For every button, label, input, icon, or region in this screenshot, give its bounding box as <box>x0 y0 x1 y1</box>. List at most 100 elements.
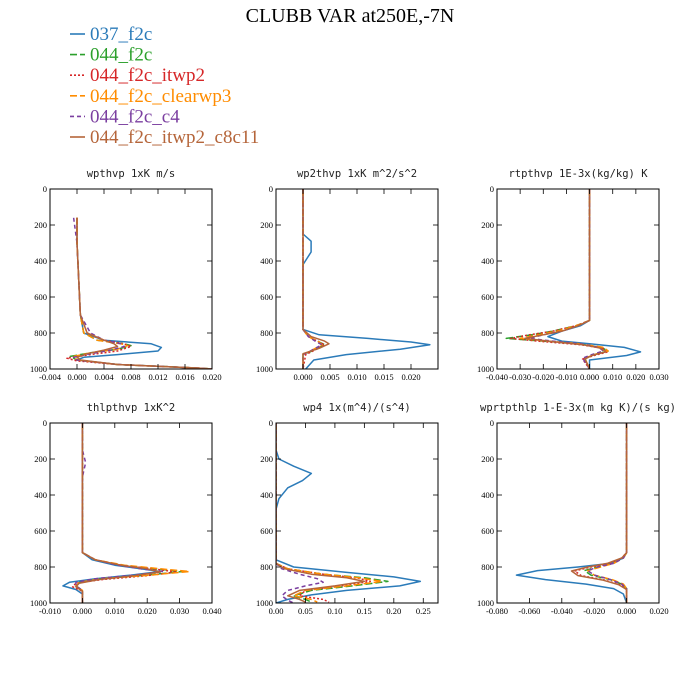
panel-6: wprtpthlp 1-E-3x(m kg K)/(s kg) -0.080 -0.… <box>477 402 676 616</box>
y-tick-label: 1000 <box>256 598 273 608</box>
x-tick-label: -0.020 <box>583 606 605 616</box>
x-tick-label: 0.000 <box>617 606 636 616</box>
x-tick-label: 0.008 <box>121 372 140 382</box>
series-line-037_f2c <box>276 423 422 603</box>
y-tick-label: 0 <box>269 418 273 428</box>
x-tick-label: 0.10 <box>327 606 342 616</box>
y-tick-label: 400 <box>481 256 494 266</box>
x-tick-label: 0.010 <box>603 372 622 382</box>
x-tick-label: 0.000 <box>580 372 599 382</box>
y-tick-label: 400 <box>34 256 47 266</box>
y-tick-label: 200 <box>481 454 494 464</box>
y-tick-label: 800 <box>481 562 494 572</box>
series-group <box>66 217 212 369</box>
x-tick-label: -0.010 <box>39 606 61 616</box>
x-tick-label: 0.012 <box>148 372 167 382</box>
legend-entry: 044_f2c_itwp2 <box>90 65 205 86</box>
x-tick-label: 0.15 <box>357 606 372 616</box>
series-line-044_f2c_clearwp3 <box>302 189 323 369</box>
x-tick-label: -0.010 <box>555 372 577 382</box>
series-line-044_f2c_clearwp3 <box>586 423 628 603</box>
panel-title: wpthvp 1xK m/s <box>87 168 176 180</box>
series-line-037_f2c <box>515 423 628 603</box>
y-tick-label: 1000 <box>256 364 273 374</box>
series-group <box>302 189 431 369</box>
panel-title: wp4 1x(m^4)/(s^4) <box>303 402 410 414</box>
plot-frame <box>49 422 213 604</box>
x-tick-label: 0.010 <box>347 372 366 382</box>
y-tick-label: 400 <box>260 490 273 500</box>
series-line-044_f2c_itwp2 <box>302 189 326 369</box>
y-tick-label: 0 <box>43 418 47 428</box>
y-tick-label: 800 <box>34 562 47 572</box>
y-tick-label: 600 <box>260 292 273 302</box>
x-tick-label: 0.020 <box>138 606 157 616</box>
y-tick-label: 200 <box>34 454 47 464</box>
series-line-044_f2c_itwp2_c8c11 <box>76 217 212 369</box>
x-tick-label: 0.000 <box>67 372 86 382</box>
plot-frame <box>496 422 660 604</box>
y-tick-label: 600 <box>34 526 47 536</box>
panel-5: wp4 1x(m^4)/(s^4) 0.00 0.05 0.10 0.15 0.20 0.2… <box>256 402 439 616</box>
y-tick-label: 400 <box>260 256 273 266</box>
series-group <box>62 423 191 603</box>
x-tick-label: 0.030 <box>649 372 668 382</box>
series-line-044_f2c_c4 <box>72 217 212 369</box>
x-tick-label: -0.030 <box>509 372 531 382</box>
x-tick-label: 0.016 <box>175 372 194 382</box>
y-tick-label: 600 <box>34 292 47 302</box>
x-tick-label: 0.000 <box>73 606 92 616</box>
series-line-044_f2c_clearwp3 <box>276 423 383 603</box>
series-line-044_f2c <box>69 217 212 369</box>
x-tick-label: 0.020 <box>626 372 645 382</box>
panel-title: wprtpthlp 1-E-3x(m kg K)/(s kg) <box>480 402 676 414</box>
series-line-044_f2c <box>583 423 628 603</box>
figure-title: CLUBB VAR at250E,-7N <box>246 5 455 27</box>
y-tick-label: 200 <box>260 220 273 230</box>
y-tick-label: 600 <box>481 526 494 536</box>
legend-entry: 044_f2c <box>90 45 152 66</box>
y-tick-label: 1000 <box>30 598 47 608</box>
y-tick-label: 1000 <box>477 364 494 374</box>
panel-title: rtpthvp 1E-3x(kg/kg) K <box>508 168 648 180</box>
series-line-037_f2c <box>547 189 642 369</box>
series-line-044_f2c_itwp2_c8c11 <box>302 189 330 369</box>
panel-3: rtpthvp 1E-3x(kg/kg) K -0.040 -0.030 -0.020… <box>477 168 669 382</box>
legend-entry: 044_f2c_clearwp3 <box>90 86 231 107</box>
x-tick-label: 0.25 <box>416 606 431 616</box>
x-tick-label: 0.020 <box>202 372 221 382</box>
y-tick-label: 0 <box>490 184 494 194</box>
x-tick-label: -0.080 <box>486 606 508 616</box>
plot-frame <box>275 422 439 604</box>
y-tick-label: 1000 <box>477 598 494 608</box>
x-tick-label: 0.030 <box>170 606 189 616</box>
legend-entry: 044_f2c_c4 <box>90 106 180 127</box>
y-tick-label: 800 <box>481 328 494 338</box>
series-line-044_f2c_itwp2 <box>66 217 212 369</box>
x-tick-label: 0.020 <box>649 606 668 616</box>
legend-entry: 037_f2c <box>90 24 152 45</box>
x-tick-label: 0.05 <box>298 606 313 616</box>
x-tick-label: 0.004 <box>94 372 114 382</box>
x-tick-label: 0.20 <box>386 606 401 616</box>
x-tick-label: 0.010 <box>105 606 124 616</box>
y-tick-label: 800 <box>260 328 273 338</box>
y-tick-label: 800 <box>34 328 47 338</box>
series-group <box>276 423 422 603</box>
y-tick-label: 1000 <box>30 364 47 374</box>
x-tick-label: -0.060 <box>518 606 540 616</box>
legend: 037_f2c044_f2c044_f2c_itwp2044_f2c_clear… <box>70 24 259 148</box>
x-tick-label: -0.040 <box>551 606 573 616</box>
x-tick-label: -0.004 <box>39 372 62 382</box>
series-line-044_f2c <box>302 189 326 369</box>
x-tick-label: 0.020 <box>401 372 420 382</box>
series-line-044_f2c_itwp2_c8c11 <box>570 423 628 603</box>
y-tick-label: 200 <box>481 220 494 230</box>
x-tick-label: 0.040 <box>202 606 221 616</box>
series-line-037_f2c <box>302 189 431 369</box>
x-tick-label: -0.020 <box>532 372 554 382</box>
y-tick-label: 600 <box>260 526 273 536</box>
y-tick-label: 0 <box>490 418 494 428</box>
x-tick-label: 0.015 <box>374 372 393 382</box>
